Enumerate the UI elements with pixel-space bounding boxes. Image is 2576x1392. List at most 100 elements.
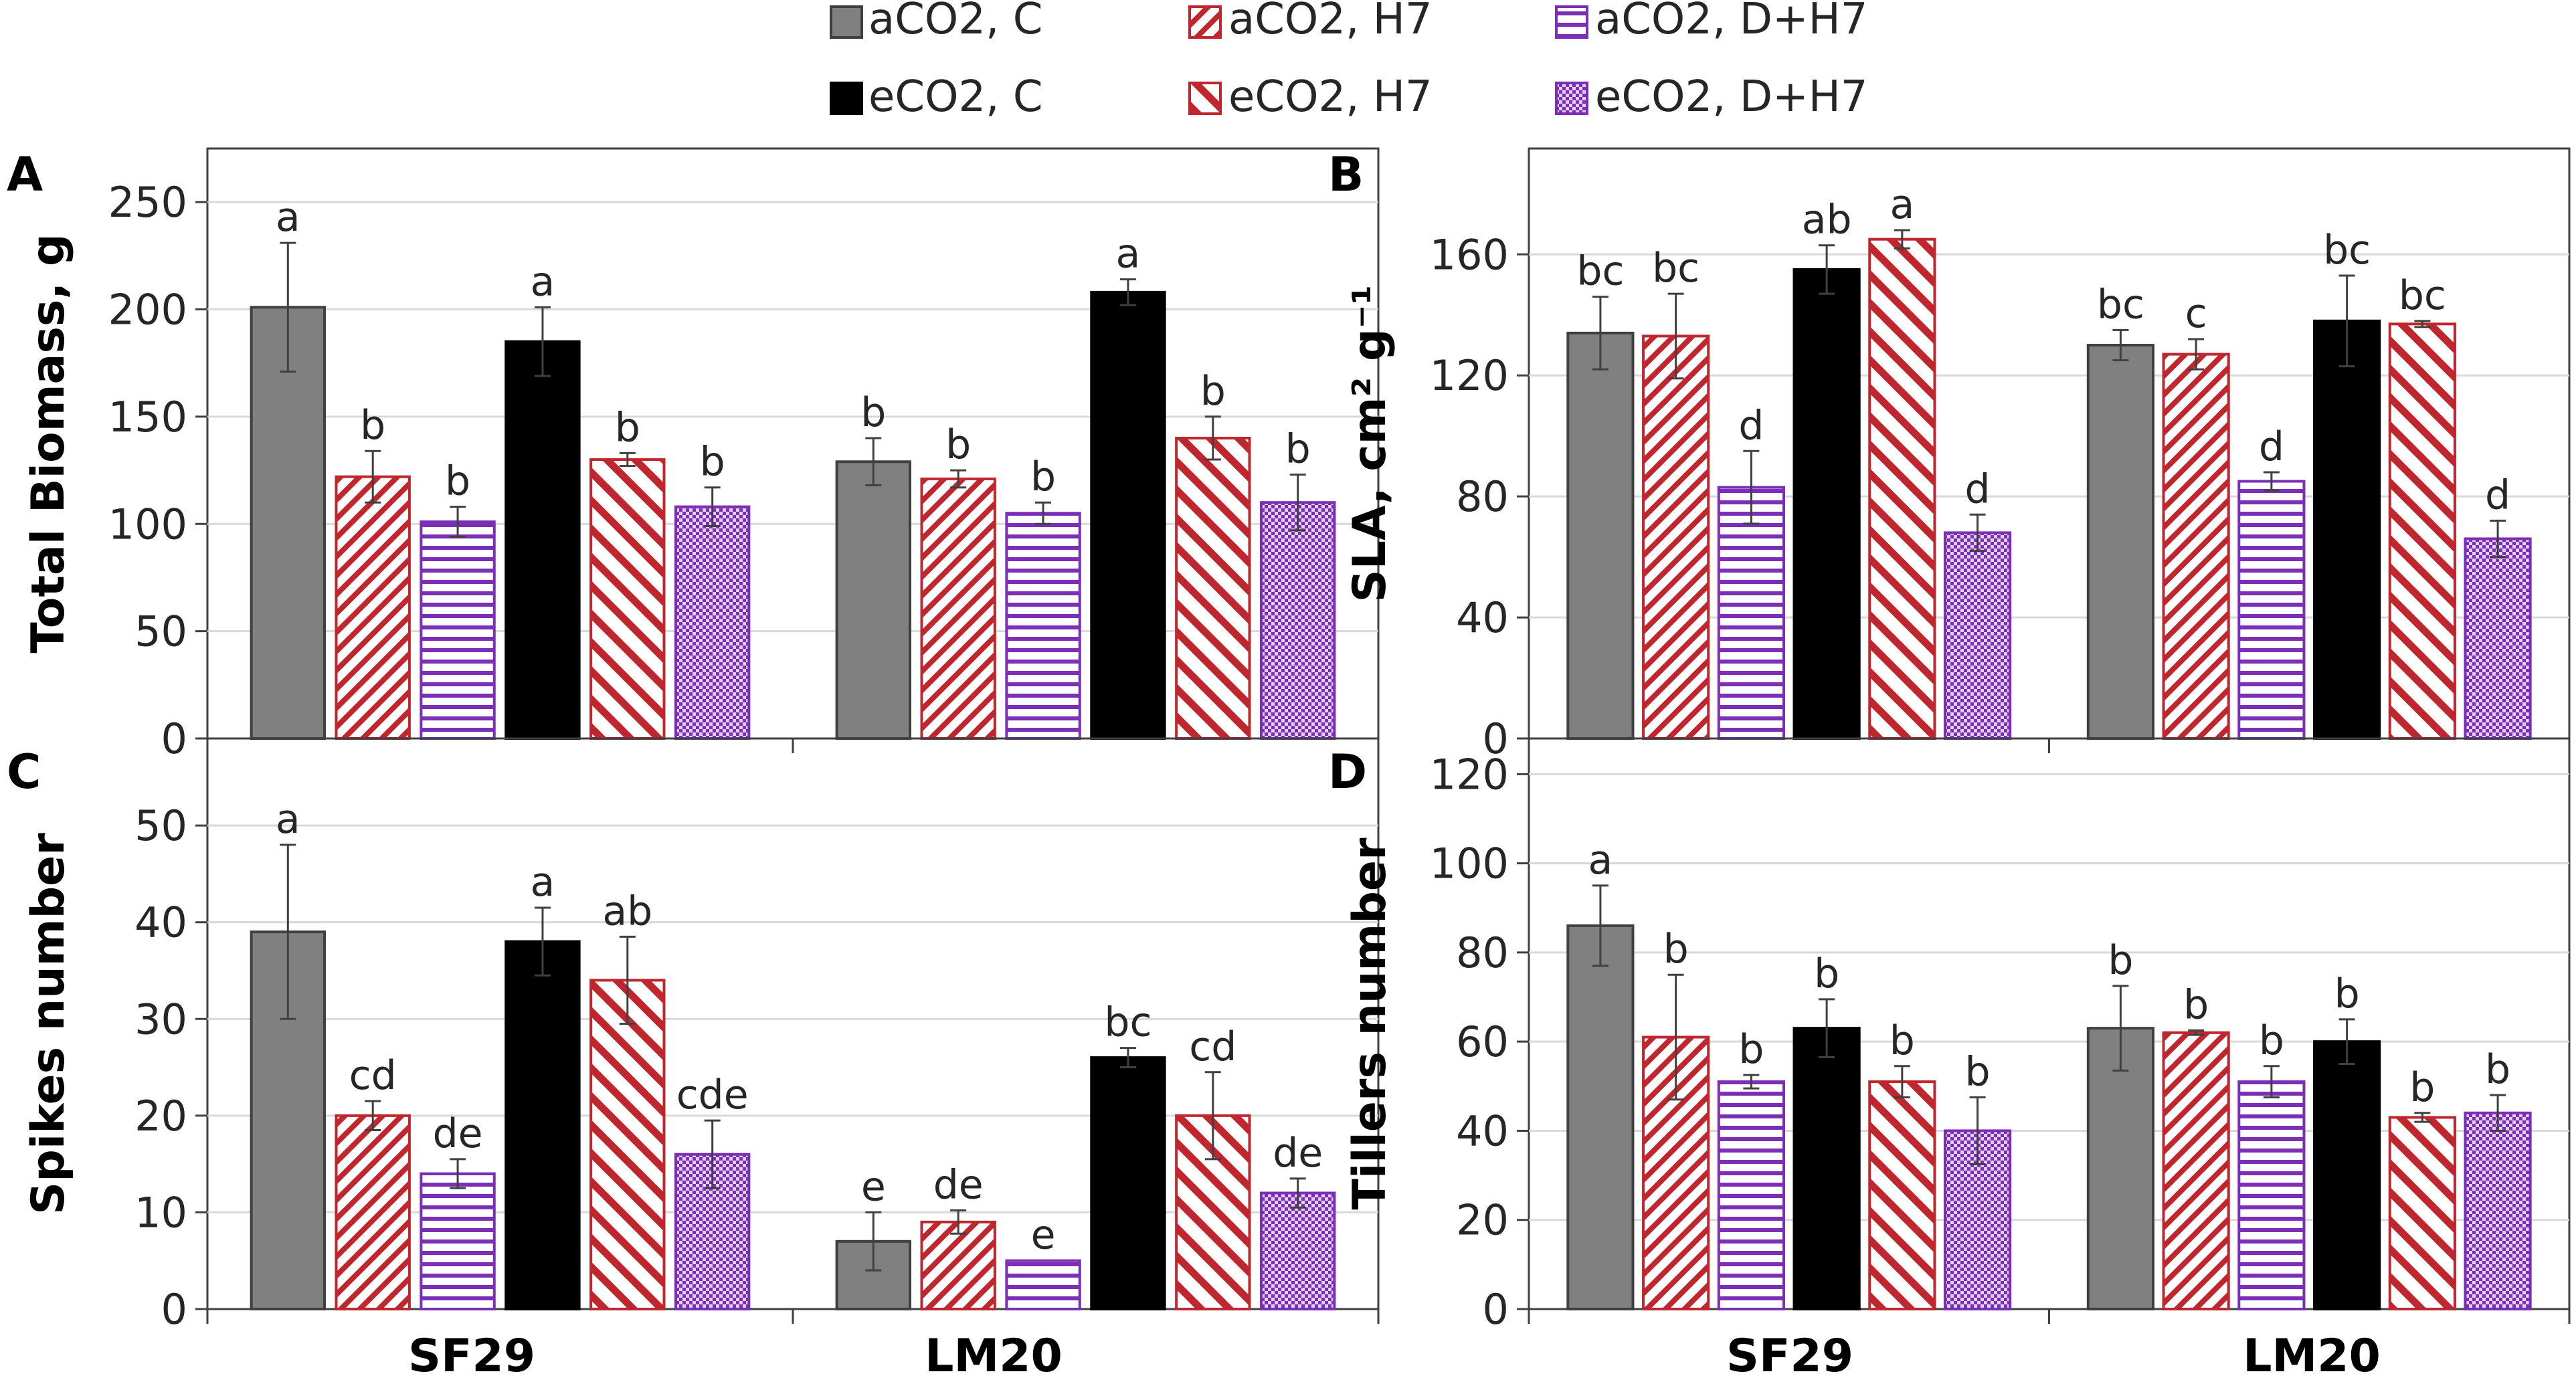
bar xyxy=(2313,1040,2381,1310)
y-tick-label: 0 xyxy=(1483,1285,1509,1334)
legend-swatch-aco2-c xyxy=(830,5,863,39)
bar xyxy=(589,458,666,740)
significance-letter: a xyxy=(1116,231,1141,278)
bar xyxy=(1005,1259,1081,1311)
chart-panel-a: 0 50 100 150 200 250 A Total Biomass, g a b b a b b b b… xyxy=(7,147,1380,763)
y-tick-label: 200 xyxy=(108,286,187,334)
bar xyxy=(1792,1027,1861,1310)
bar xyxy=(2086,1027,2154,1310)
y-tick-label: 150 xyxy=(108,393,187,441)
significance-letter: a xyxy=(531,859,555,906)
bar xyxy=(2464,1111,2532,1310)
legend-label: eCO2, H7 xyxy=(1228,72,1433,122)
y-tick-label: 80 xyxy=(1456,928,1509,977)
bar xyxy=(2464,537,2532,740)
y-tick-label: 30 xyxy=(134,995,187,1043)
x-group-label: SF29 xyxy=(1726,1330,1853,1383)
legend-label: aCO2, C xyxy=(868,0,1042,44)
y-tick-label: 100 xyxy=(1430,839,1509,888)
y-tick-label: 10 xyxy=(134,1188,187,1237)
significance-letter: d xyxy=(2485,472,2510,518)
bar xyxy=(2237,480,2306,740)
significance-letter: b xyxy=(2334,971,2360,1017)
bar xyxy=(1642,334,1710,740)
bar xyxy=(1868,237,1936,740)
x-group-label: LM20 xyxy=(2243,1330,2381,1383)
y-tick-label: 0 xyxy=(161,1285,187,1334)
y-tick-label: 160 xyxy=(1430,230,1509,279)
y-axis-label: Total Biomass, g xyxy=(22,233,75,653)
legend-entry: aCO2, D+H7 xyxy=(1555,0,1867,44)
bar xyxy=(1090,290,1166,740)
panel-label: C xyxy=(7,744,41,799)
significance-letter: bc xyxy=(1104,999,1152,1046)
legend-swatch-eco2-h7 xyxy=(1188,82,1222,115)
significance-letter: b xyxy=(1285,426,1311,473)
significance-letter: a xyxy=(276,796,300,843)
bar xyxy=(920,477,996,740)
y-tick-label: 20 xyxy=(134,1092,187,1140)
significance-letter: bc xyxy=(2097,281,2144,328)
y-tick-label: 40 xyxy=(1456,1106,1509,1155)
significance-letter: b xyxy=(1200,368,1226,415)
bar xyxy=(420,520,496,740)
legend-swatch-eco2-c xyxy=(830,82,863,115)
significance-letter: de xyxy=(933,1162,984,1209)
bar xyxy=(420,1172,496,1311)
significance-letter: b xyxy=(1965,1048,1991,1095)
y-axis-label: SLA, cm² g⁻¹ xyxy=(1344,285,1396,603)
bar xyxy=(2237,1080,2306,1310)
significance-letter: bc xyxy=(2323,227,2371,274)
significance-letter: b xyxy=(945,421,971,468)
significance-letter: ab xyxy=(1802,197,1852,243)
significance-letter: b xyxy=(1890,1017,1915,1064)
y-tick-label: 50 xyxy=(134,801,187,850)
y-tick-label: 50 xyxy=(134,607,187,656)
y-tick-label: 20 xyxy=(1456,1196,1509,1245)
x-axis-group-labels: SF29 LM20 SF29 LM20 xyxy=(408,1330,2381,1383)
y-tick-label: 100 xyxy=(108,500,187,549)
legend-entry: eCO2, H7 xyxy=(1188,72,1433,122)
significance-letter: ab xyxy=(602,888,652,934)
significance-letter: d xyxy=(1738,402,1764,449)
significance-letter: a xyxy=(1588,837,1613,884)
bar xyxy=(504,340,581,740)
bar xyxy=(2388,322,2456,740)
x-group-label: LM20 xyxy=(925,1330,1063,1383)
legend-entry: aCO2, H7 xyxy=(1188,0,1433,44)
significance-letter: cd xyxy=(349,1052,397,1099)
legend-entry: eCO2, D+H7 xyxy=(1555,72,1868,122)
panel-label: D xyxy=(1328,744,1367,799)
y-tick-label: 80 xyxy=(1456,472,1509,521)
significance-letter: b xyxy=(445,458,470,505)
legend-label: aCO2, D+H7 xyxy=(1595,0,1867,44)
bar xyxy=(589,979,666,1310)
bar xyxy=(2086,344,2154,740)
panel-label: A xyxy=(7,147,43,202)
significance-letter: b xyxy=(2409,1064,2435,1111)
significance-letter: e xyxy=(861,1163,886,1210)
significance-letter: d xyxy=(2259,423,2284,470)
y-tick-label: 60 xyxy=(1456,1017,1509,1066)
y-tick-label: 120 xyxy=(1430,750,1509,799)
significance-letter: b xyxy=(2259,1017,2284,1064)
panel-label: B xyxy=(1328,147,1364,202)
bar xyxy=(504,940,581,1311)
bar xyxy=(1260,1191,1336,1310)
bar xyxy=(920,1220,996,1310)
bar xyxy=(2162,353,2230,740)
legend-swatch-aco2-h7 xyxy=(1188,5,1222,39)
bar xyxy=(1792,268,1861,740)
y-tick-label: 120 xyxy=(1430,351,1509,400)
bar xyxy=(1944,531,2012,740)
significance-letter: b xyxy=(860,389,886,436)
significance-letter: de xyxy=(1273,1130,1323,1177)
significance-letter: b xyxy=(1663,926,1689,973)
x-group-label: SF29 xyxy=(408,1330,535,1383)
bar xyxy=(1566,924,1635,1310)
legend-label: eCO2, D+H7 xyxy=(1595,72,1868,122)
y-tick-label: 40 xyxy=(1456,593,1509,642)
